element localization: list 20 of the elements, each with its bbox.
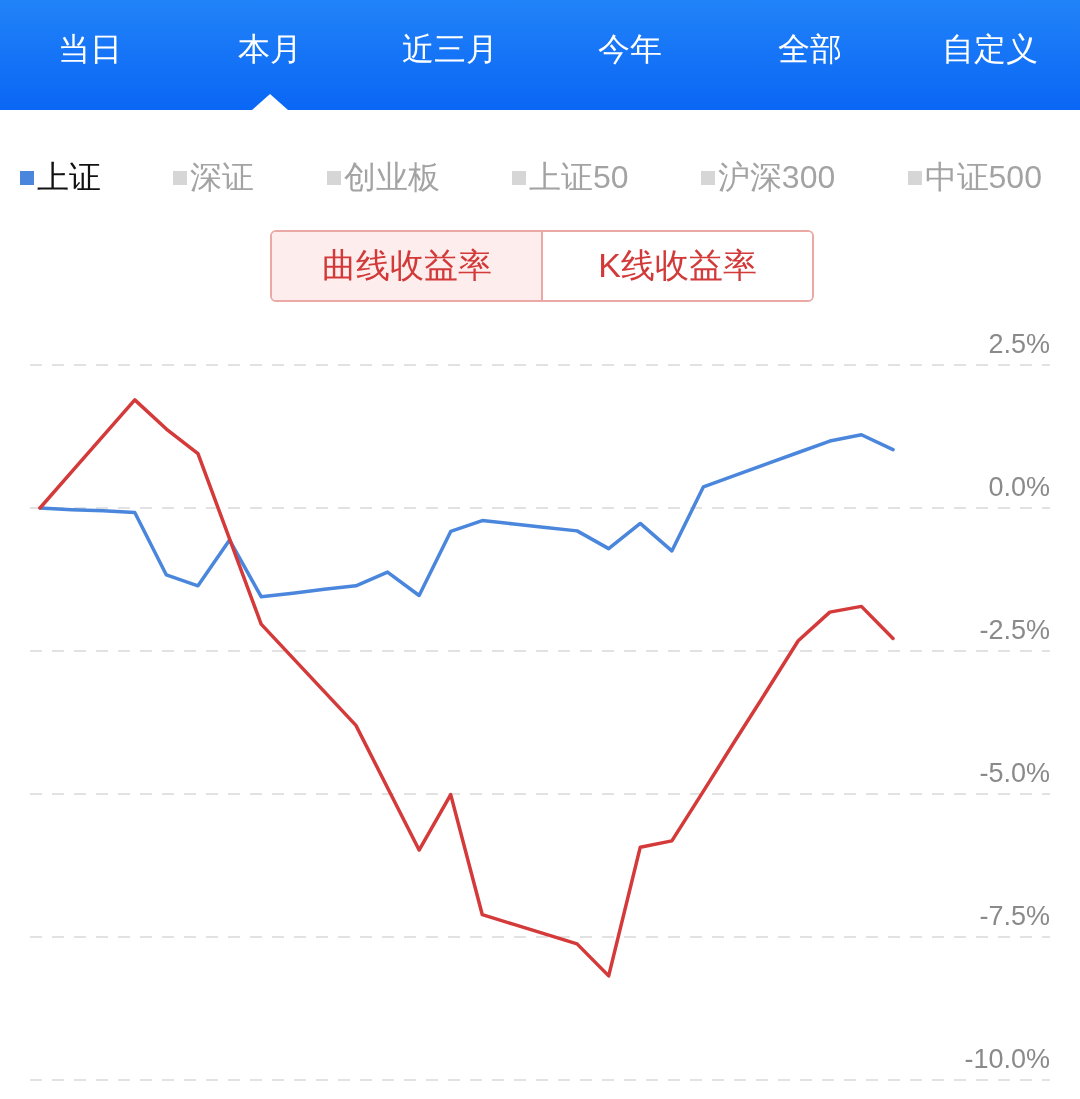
tab-label: 今年	[598, 30, 662, 69]
tab-label: 本月	[238, 30, 302, 69]
tab-label: 近三月	[402, 30, 498, 69]
legend-label: 上证	[37, 158, 101, 197]
tab-label: 全部	[778, 30, 842, 69]
y-tick-label: 2.5%	[988, 329, 1050, 359]
y-tick-label: -2.5%	[979, 615, 1050, 645]
tab-label: 自定义	[942, 30, 1038, 69]
y-tick-label: -7.5%	[979, 901, 1050, 931]
text: 沪深300	[717, 158, 836, 197]
text: 上证50	[528, 158, 629, 197]
text: 中证500	[924, 158, 1042, 197]
y-tick-label: -5.0%	[979, 758, 1050, 788]
button: 曲线收益率	[272, 232, 541, 300]
button: K线收益率	[541, 232, 812, 300]
y-tick-label: 0.0%	[988, 472, 1050, 502]
text: 深证	[190, 158, 255, 197]
text: 创业板	[343, 158, 440, 197]
tab-label: 当日	[58, 30, 122, 69]
y-tick-label: -10.0%	[964, 1044, 1050, 1074]
